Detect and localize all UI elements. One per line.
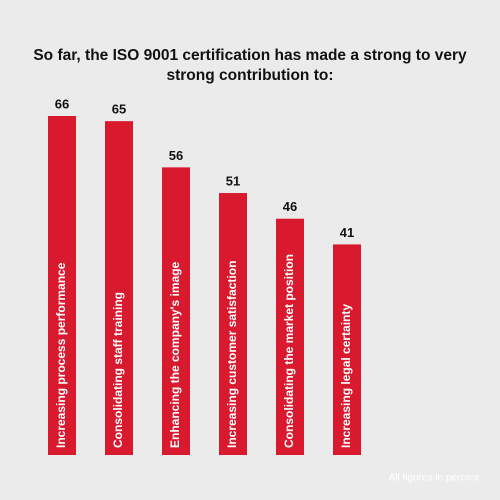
value-label: 46 xyxy=(283,199,297,214)
value-label: 51 xyxy=(226,173,240,188)
category-label: Consolidating the market position xyxy=(282,254,296,448)
category-label: Increasing legal certainty xyxy=(339,304,353,448)
bar xyxy=(276,218,304,455)
bar xyxy=(333,244,361,455)
value-label: 41 xyxy=(340,225,354,240)
category-label: Increasing customer satisfaction xyxy=(225,261,239,448)
value-label: 65 xyxy=(112,102,126,117)
value-label: 66 xyxy=(55,96,69,111)
bar xyxy=(162,167,190,455)
bar xyxy=(105,121,133,456)
bar xyxy=(48,116,76,455)
bar xyxy=(219,193,247,455)
category-label: Increasing process performance xyxy=(54,262,68,448)
footnote: All figures in percent. xyxy=(389,473,482,484)
category-label: Enhancing the company's image xyxy=(168,261,182,448)
value-label: 56 xyxy=(169,148,183,163)
chart-title: So far, the ISO 9001 certification has m… xyxy=(33,47,467,84)
category-label: Consolidating staff training xyxy=(111,292,125,448)
